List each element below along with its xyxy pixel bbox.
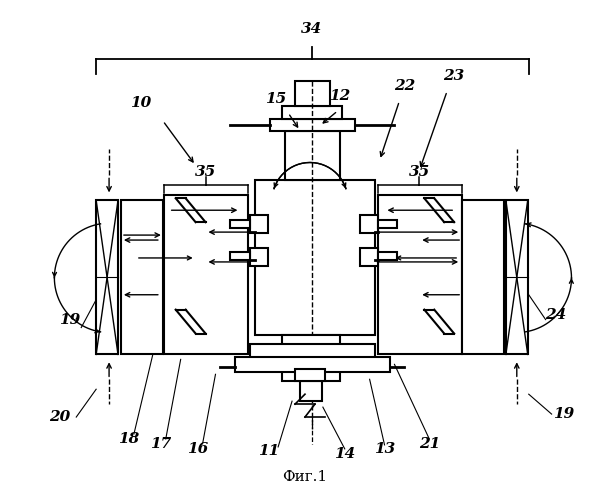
Bar: [462, 200, 504, 354]
Bar: [285, 130, 339, 180]
Text: 16: 16: [187, 442, 208, 456]
Bar: [377, 220, 397, 228]
Bar: [250, 215, 268, 233]
Bar: [230, 252, 250, 260]
Bar: [270, 118, 355, 130]
Text: 24: 24: [545, 308, 566, 322]
Bar: [300, 382, 322, 401]
Text: 17: 17: [150, 437, 171, 451]
Bar: [282, 106, 342, 118]
Text: 23: 23: [444, 69, 465, 83]
Text: 19: 19: [553, 407, 574, 421]
Text: 18: 18: [118, 432, 139, 446]
Text: 35: 35: [195, 166, 216, 179]
Text: 19: 19: [58, 312, 80, 326]
Bar: [121, 200, 163, 354]
Text: 34: 34: [302, 22, 323, 36]
Bar: [164, 196, 248, 354]
Bar: [255, 180, 374, 334]
Text: 15: 15: [265, 92, 286, 106]
Text: 13: 13: [374, 442, 395, 456]
Bar: [275, 354, 347, 370]
Text: 35: 35: [409, 166, 430, 179]
Bar: [359, 248, 377, 266]
Bar: [250, 344, 374, 360]
Text: 10: 10: [130, 96, 151, 110]
Text: 22: 22: [394, 79, 415, 93]
Text: 21: 21: [418, 437, 440, 451]
Text: 12: 12: [329, 89, 350, 103]
Bar: [235, 358, 390, 372]
Bar: [377, 252, 397, 260]
Text: 11: 11: [257, 444, 279, 458]
Bar: [250, 248, 268, 266]
Bar: [377, 196, 462, 354]
Text: Фиг.1: Фиг.1: [282, 470, 327, 484]
Bar: [359, 215, 377, 233]
Bar: [282, 370, 339, 382]
Bar: [230, 220, 250, 228]
Bar: [96, 200, 118, 354]
Bar: [282, 334, 339, 354]
Text: 14: 14: [334, 447, 355, 461]
Bar: [295, 81, 330, 106]
Bar: [295, 370, 325, 382]
Text: 20: 20: [49, 410, 70, 424]
Bar: [506, 200, 528, 354]
